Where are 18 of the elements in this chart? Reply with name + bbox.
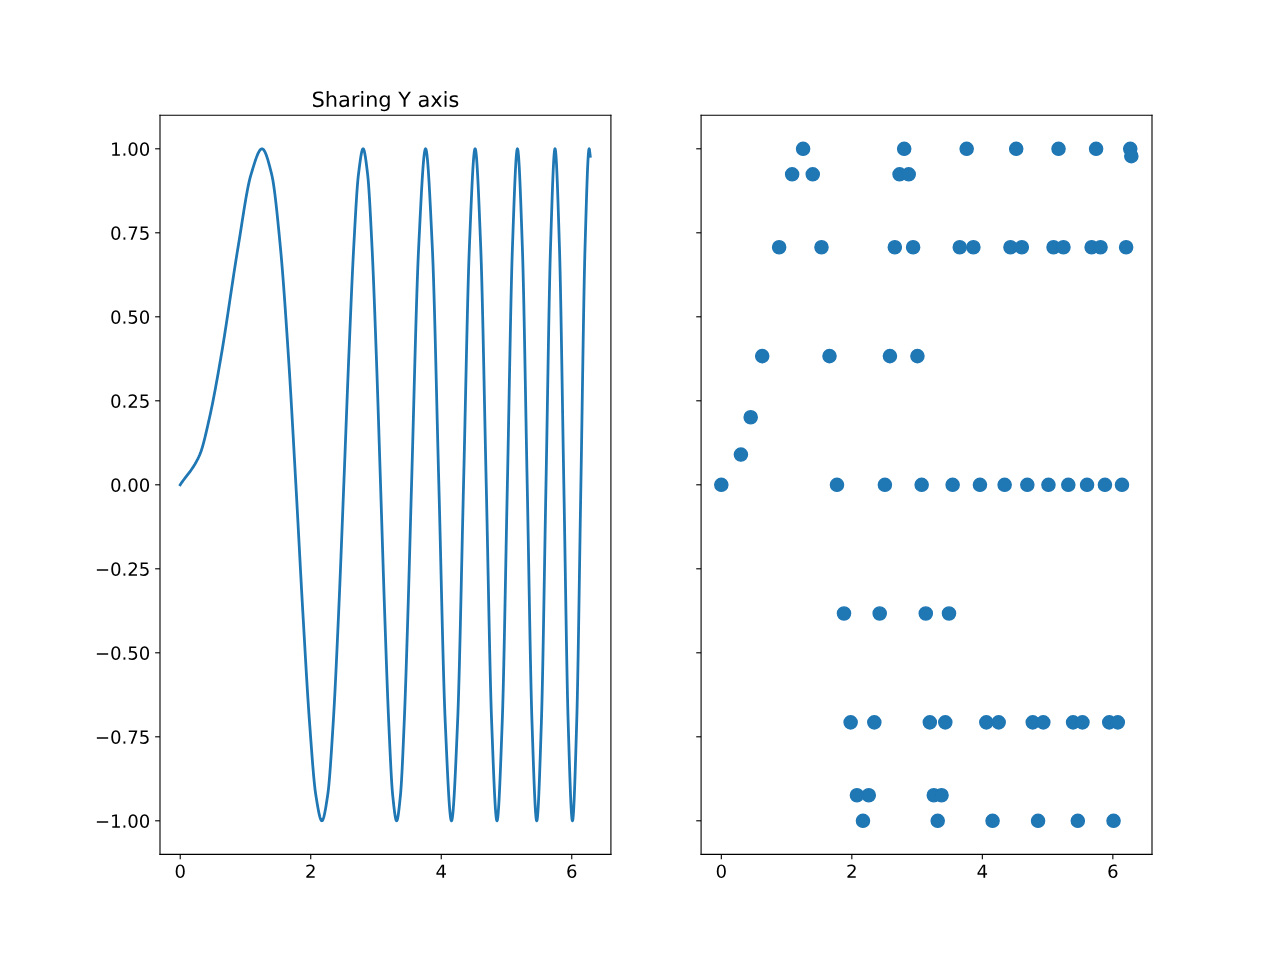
x-tick-label: 4 [436,864,446,878]
y-tick-label: −1.00 [96,814,150,828]
y-tick-label: 0.25 [111,394,149,408]
y-tick-label: −0.25 [96,562,149,576]
chart-title: Sharing Y axis [312,91,459,112]
y-tick-label: −0.50 [96,646,150,660]
x-tick-label: 2 [847,864,856,878]
y-tick-label: 0.75 [111,226,149,240]
x-tick-label: 0 [175,864,185,879]
x-tick-label: 4 [977,864,988,878]
y-tick-label: −0.75 [96,730,149,744]
y-tick-label: 0.50 [111,310,150,324]
x-tick-label: 6 [1108,864,1118,879]
x-tick-label: 6 [567,864,577,879]
y-tick-label: 0.00 [111,478,150,492]
x-tick-label: 2 [306,864,315,878]
x-tick-label: 0 [716,864,726,879]
y-tick-label: 1.00 [112,142,150,156]
